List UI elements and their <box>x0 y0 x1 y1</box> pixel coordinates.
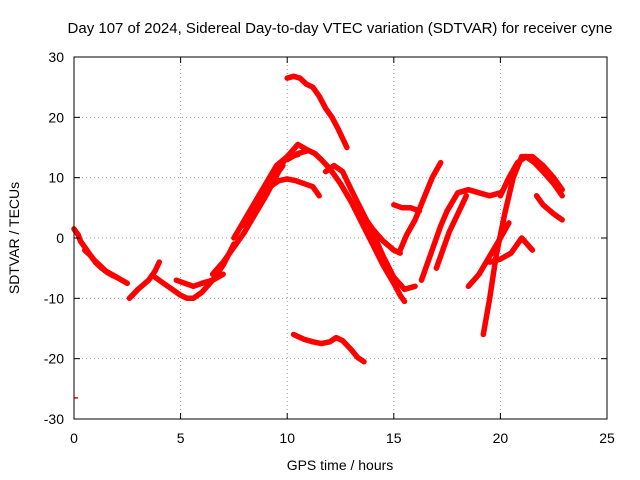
series-trace-13 <box>290 331 367 365</box>
x-tick-label: 20 <box>493 430 509 446</box>
series-trace-4 <box>152 241 237 302</box>
series-trace-2 <box>81 247 120 280</box>
y-tick-label: 20 <box>48 109 64 125</box>
plot-frame <box>73 56 608 420</box>
x-tick-label: 25 <box>599 430 615 446</box>
grid <box>74 57 607 419</box>
x-axis-label: GPS time / hours <box>287 457 394 473</box>
series-trace-16 <box>397 159 444 253</box>
y-axis-label: SDTVAR / TECUs <box>6 182 22 294</box>
series-trace-11 <box>284 147 408 305</box>
series-trace-5 <box>173 271 226 290</box>
series-group <box>71 73 565 399</box>
y-tick-label: 0 <box>56 230 64 246</box>
x-tick-label: 5 <box>177 430 185 446</box>
series-trace-22 <box>497 153 565 199</box>
series-trace-3 <box>126 259 163 302</box>
series-trace-14 <box>359 211 403 256</box>
y-tick-label: 10 <box>48 170 64 186</box>
x-tick-label: 15 <box>386 430 402 446</box>
series-trace-10 <box>284 73 350 151</box>
series-trace-15 <box>391 202 423 214</box>
series-trace-9 <box>258 176 322 199</box>
y-tick-label: -10 <box>44 290 64 306</box>
y-tick-label: -30 <box>44 411 64 427</box>
series-trace-23 <box>533 193 565 223</box>
series-trace-19 <box>444 186 504 214</box>
series-trace-1 <box>71 226 131 287</box>
y-tick-label: 30 <box>48 49 64 65</box>
series-trace-18 <box>433 193 470 271</box>
series-trace-8 <box>241 141 312 229</box>
series-trace-17 <box>418 208 450 283</box>
x-tick-label: 0 <box>70 430 78 446</box>
y-tick-label: -20 <box>44 351 64 367</box>
ticks: 0 5 10 15 20 25 30 20 10 0 -10 -20 -30 <box>44 49 615 446</box>
x-tick-label: 10 <box>279 430 295 446</box>
chart-title: Day 107 of 2024, Sidereal Day-to-day VTE… <box>68 20 613 37</box>
series-trace-24 <box>486 235 536 265</box>
